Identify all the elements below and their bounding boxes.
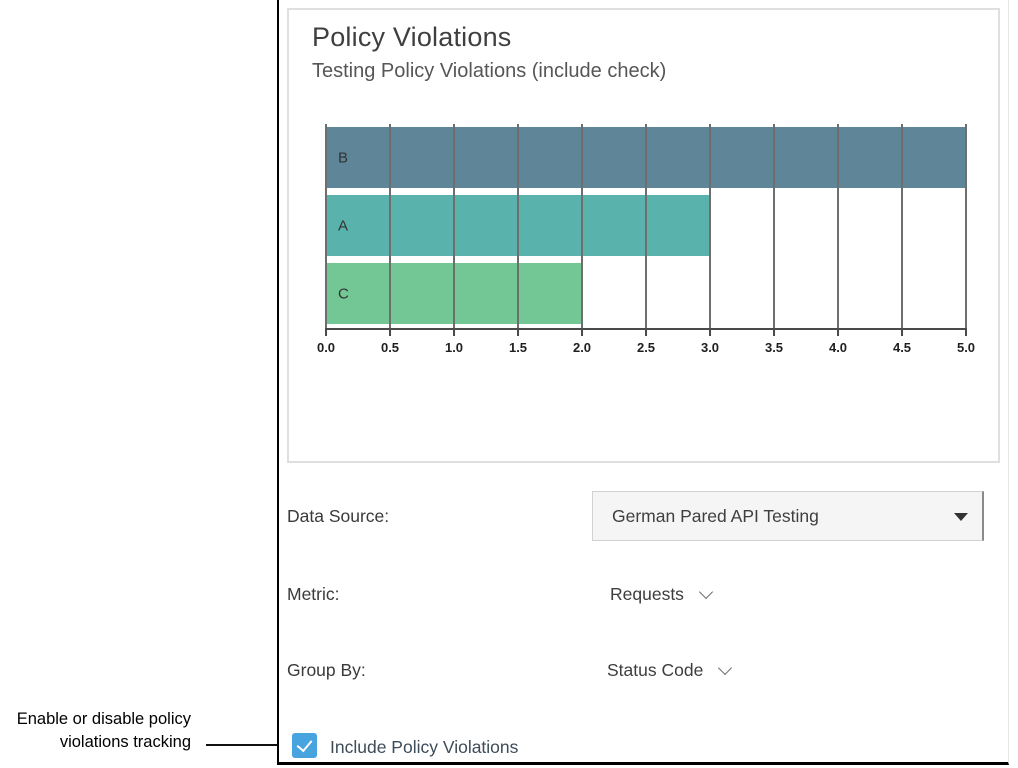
x-tick-label: 4.5 <box>892 340 912 355</box>
x-tick-label: 2.0 <box>572 340 592 355</box>
dropdown-arrow-icon <box>954 513 968 521</box>
x-tick-label: 5.0 <box>956 340 976 355</box>
plot-area: B A C <box>325 124 967 336</box>
chart-subtitle: Testing Policy Violations (include check… <box>312 60 667 82</box>
axis-tick <box>965 330 967 336</box>
axis-tick <box>901 330 903 336</box>
x-tick-label: 0.5 <box>380 340 400 355</box>
group-by-select[interactable]: Status Code <box>607 660 733 681</box>
x-tick-label: 1.5 <box>508 340 528 355</box>
bar-label: B <box>338 149 349 166</box>
data-source-label: Data Source: <box>287 506 390 526</box>
gridline <box>389 124 391 330</box>
data-source-select[interactable]: German Pared API Testing <box>592 491 984 541</box>
gridline <box>837 124 839 330</box>
callout-note-line-2: violations tracking <box>59 733 191 751</box>
chevron-down-icon <box>698 584 714 600</box>
axis-tick <box>389 330 391 336</box>
callout-note-line-1: Enable or disable policy <box>16 710 191 728</box>
gridline <box>645 124 647 330</box>
axis-tick <box>773 330 775 336</box>
axis-tick <box>837 330 839 336</box>
bar-label: C <box>338 285 349 302</box>
callout-connector-line <box>206 744 291 746</box>
x-axis-tick-labels: 0.0 0.5 1.0 1.5 2.0 2.5 3.0 3.5 4.0 4.5 5.0 <box>317 340 975 358</box>
x-tick-label: 4.0 <box>828 340 848 355</box>
gridline <box>965 124 967 330</box>
axis-tick <box>453 330 455 336</box>
gridline <box>581 124 583 330</box>
metric-value: Requests <box>610 584 684 604</box>
metric-label: Metric: <box>287 584 340 604</box>
chevron-down-icon <box>718 660 733 676</box>
widget-config-panel: Policy Violations Testing Policy Violati… <box>277 0 1009 765</box>
include-policy-violations-checkbox[interactable] <box>292 733 317 758</box>
x-tick-label: 1.0 <box>444 340 464 355</box>
x-tick-label: 3.5 <box>764 340 784 355</box>
x-tick-label: 3.0 <box>700 340 720 355</box>
axis-tick <box>709 330 711 336</box>
x-tick-label: 2.5 <box>636 340 656 355</box>
group-by-value: Status Code <box>607 660 704 680</box>
bar-label: A <box>338 217 349 234</box>
gridline <box>901 124 903 330</box>
x-axis-line <box>325 328 967 330</box>
chart-title: Policy Violations <box>312 22 512 52</box>
metric-select[interactable]: Requests <box>610 584 714 605</box>
group-by-label: Group By: <box>287 660 366 680</box>
gridline <box>517 124 519 330</box>
axis-tick <box>581 330 583 336</box>
axis-tick <box>325 330 327 336</box>
data-source-value: German Pared API Testing <box>612 505 819 526</box>
gridline <box>453 124 455 330</box>
axis-tick <box>645 330 647 336</box>
include-policy-violations-label: Include Policy Violations <box>330 737 519 757</box>
gridline <box>325 124 327 330</box>
axis-tick <box>517 330 519 336</box>
gridline <box>709 124 711 330</box>
x-tick-label: 0.0 <box>316 340 336 355</box>
callout-note: Enable or disable policy violations trac… <box>0 708 191 754</box>
gridline <box>773 124 775 330</box>
chart-card: Policy Violations Testing Policy Violati… <box>287 8 1000 463</box>
